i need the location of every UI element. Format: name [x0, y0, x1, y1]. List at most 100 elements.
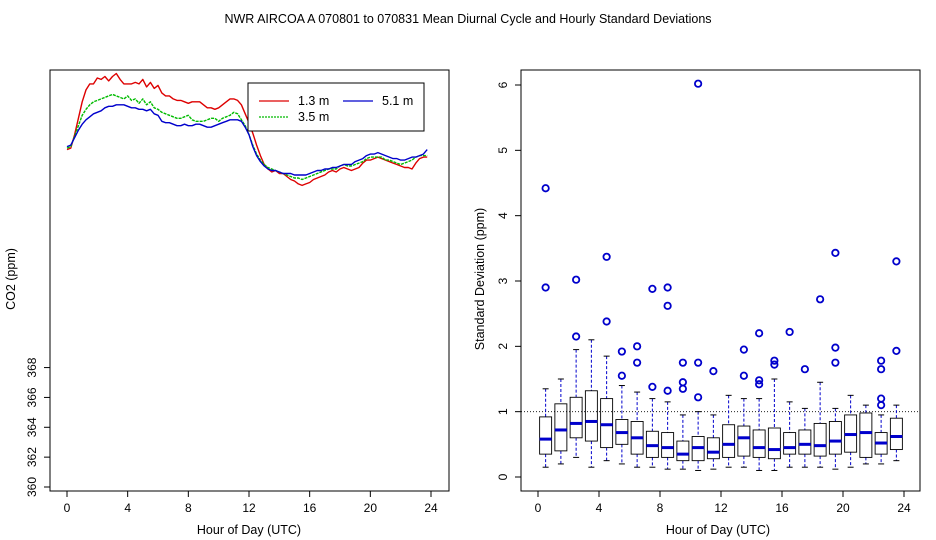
iqr-box	[569, 396, 583, 439]
outlier-point	[816, 295, 825, 304]
iqr-box	[584, 390, 598, 442]
hour-box	[554, 378, 568, 465]
hour-box	[645, 284, 659, 468]
co2-x-tick-label: 16	[303, 501, 317, 515]
iqr-box	[539, 416, 553, 455]
outlier-point	[694, 358, 703, 367]
hour-box	[859, 404, 873, 465]
outlier-point	[770, 356, 779, 365]
iqr-box	[722, 424, 736, 458]
outlier-point	[648, 284, 657, 293]
outlier-point	[831, 248, 840, 258]
outlier-point	[541, 283, 550, 292]
iqr-box	[752, 429, 766, 458]
iqr-box	[661, 432, 675, 458]
stddev-y-tick-label: 2	[496, 343, 510, 350]
outlier-point	[755, 329, 764, 338]
iqr-box	[828, 421, 842, 455]
hour-box	[706, 367, 720, 470]
stddev-y-axis-label: Standard Deviation (ppm)	[473, 208, 487, 350]
hour-box	[539, 184, 553, 468]
outlier-point	[633, 342, 642, 351]
stddev-x-tick-label: 12	[714, 501, 728, 515]
outlier-point	[678, 378, 687, 387]
outlier-point	[877, 401, 886, 410]
co2-x-tick-label: 0	[64, 501, 71, 515]
iqr-box	[859, 412, 873, 458]
co2-x-tick-label: 24	[424, 501, 438, 515]
outlier-point	[633, 358, 642, 367]
legend-label-1-3m: 1.3 m	[298, 94, 329, 108]
iqr-box	[889, 417, 903, 451]
hour-box	[569, 275, 583, 458]
outlier-point	[877, 356, 886, 365]
co2-y-tick-label: 366	[25, 387, 39, 407]
figure-title: NWR AIRCOA A 070801 to 070831 Mean Diurn…	[224, 12, 711, 26]
iqr-box	[798, 429, 812, 455]
outlier-point	[678, 358, 687, 367]
outlier-point	[678, 384, 687, 393]
iqr-box	[783, 432, 797, 455]
stddev-y-tick-label: 4	[496, 212, 510, 219]
iqr-box	[676, 440, 690, 462]
outlier-point	[663, 301, 672, 310]
co2-y-tick-label: 364	[25, 417, 39, 437]
co2-y-tick-label: 368	[25, 357, 39, 377]
outlier-point	[694, 393, 703, 402]
stddev-y-tick-label: 1	[496, 408, 510, 415]
outlier-point	[709, 367, 718, 376]
legend-label-5-1m: 5.1 m	[382, 94, 413, 108]
co2-line-5-1m	[66, 104, 428, 176]
hour-box	[874, 356, 888, 465]
iqr-box	[554, 403, 568, 452]
co2-y-tick-label: 360	[25, 477, 39, 497]
hour-box	[722, 394, 736, 468]
outlier-point	[755, 376, 764, 385]
co2-y-axis: 360 362 364 366 368	[25, 357, 50, 497]
outlier-point	[800, 365, 809, 374]
hour-box	[630, 342, 644, 468]
stddev-box-group	[539, 79, 903, 471]
hour-box	[889, 257, 903, 462]
stddev-x-axis-label: Hour of Day (UTC)	[666, 523, 770, 537]
iqr-box	[706, 437, 720, 460]
co2-line-1-3m	[66, 72, 428, 187]
co2-x-tick-label: 20	[364, 501, 378, 515]
co2-series-group	[66, 72, 428, 187]
hour-box	[752, 329, 766, 471]
co2-plot-frame	[49, 69, 450, 492]
stddev-x-tick-label: 8	[657, 501, 664, 515]
stddev-x-tick-label: 16	[775, 501, 789, 515]
hour-box	[767, 356, 781, 471]
stddev-x-tick-label: 0	[535, 501, 542, 515]
legend-label-3-5m: 3.5 m	[298, 110, 329, 124]
hour-box	[783, 327, 797, 468]
stddev-y-tick-label: 0	[496, 473, 510, 480]
stddev-x-axis: 0 4 8 12 16 20 24	[535, 491, 911, 515]
outlier-point	[663, 283, 672, 292]
outlier-point	[831, 358, 840, 367]
co2-y-axis-label: CO2 (ppm)	[4, 248, 18, 310]
outlier-point	[663, 386, 672, 395]
outlier-point	[831, 343, 840, 352]
outlier-point	[602, 252, 611, 261]
co2-x-tick-label: 4	[124, 501, 131, 515]
hour-box	[737, 345, 751, 468]
outlier-point	[602, 317, 611, 326]
co2-x-tick-label: 8	[185, 501, 192, 515]
stddev-y-tick-label: 3	[496, 277, 510, 284]
outlier-point	[770, 360, 779, 369]
hour-box	[584, 339, 598, 468]
outlier-point	[877, 365, 886, 374]
outlier-point	[694, 79, 703, 88]
co2-line-chart: 0 4 8 12 16 20 24 360 362 364 366 368 Hour of Day …	[4, 69, 450, 537]
hour-box	[676, 358, 690, 470]
outlier-point	[617, 347, 626, 356]
iqr-box	[767, 427, 781, 460]
outlier-point	[739, 371, 748, 380]
iqr-box	[813, 422, 827, 457]
outlier-point	[572, 332, 581, 341]
co2-x-axis-label: Hour of Day (UTC)	[197, 523, 301, 537]
